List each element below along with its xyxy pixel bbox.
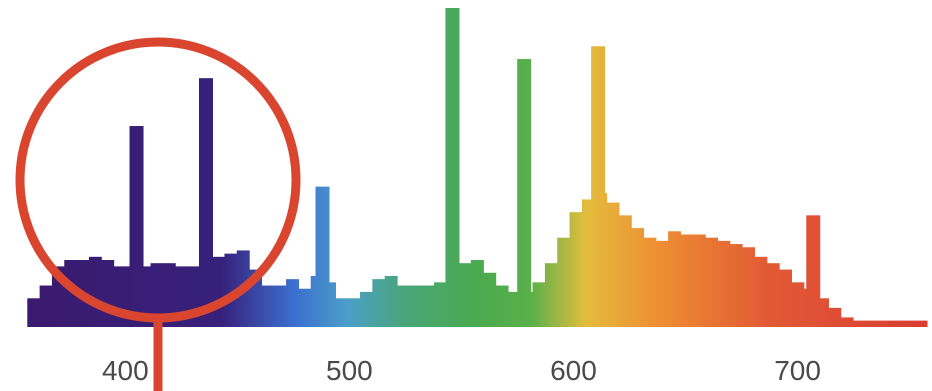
spectrum-bar bbox=[717, 240, 731, 327]
spectrum-bar bbox=[286, 279, 300, 327]
spectrum-bar bbox=[27, 298, 41, 327]
spectrum-bar bbox=[483, 272, 497, 327]
spectrum-bar bbox=[224, 253, 238, 327]
emission-peak bbox=[129, 126, 144, 327]
emission-peak bbox=[445, 8, 460, 327]
spectrum-bar bbox=[877, 320, 891, 327]
spectrum-bar bbox=[261, 285, 275, 327]
spectrum-bar bbox=[409, 285, 423, 327]
emission-peak bbox=[198, 78, 213, 328]
spectrum-bar bbox=[397, 285, 410, 327]
spectrum-bar bbox=[458, 263, 472, 327]
highlight-callout bbox=[15, 37, 301, 391]
spectrum-bar bbox=[557, 237, 571, 327]
spectrum-bar bbox=[729, 244, 743, 327]
spectrum-bar bbox=[298, 288, 312, 327]
spectrum-bar bbox=[39, 285, 53, 327]
spectrum-bar bbox=[101, 260, 115, 327]
spectrum-bar bbox=[668, 231, 682, 327]
spectrum-bars bbox=[27, 193, 928, 327]
spectrum-bar bbox=[853, 320, 866, 327]
x-tick-label: 700 bbox=[774, 355, 821, 386]
spectrum-bar bbox=[631, 228, 645, 327]
x-tick-label: 500 bbox=[326, 355, 373, 386]
spectrum-bar bbox=[335, 298, 349, 327]
spectrum-bar bbox=[828, 307, 842, 327]
spectrum-peaks bbox=[129, 8, 821, 328]
x-tick-label: 600 bbox=[550, 355, 597, 386]
spectrum-bar bbox=[680, 234, 694, 327]
spectrum-bar bbox=[569, 212, 583, 327]
spectrum-bar bbox=[914, 320, 928, 327]
spectrum-bar bbox=[791, 282, 805, 327]
spectrum-bar bbox=[643, 237, 657, 327]
emission-peak bbox=[806, 215, 821, 327]
spectrum-bar bbox=[655, 240, 669, 327]
spectrum-bar bbox=[865, 320, 879, 327]
spectrum-bar bbox=[532, 282, 546, 327]
spectrum-bar bbox=[544, 263, 558, 327]
emission-peak bbox=[591, 46, 606, 327]
emission-peak bbox=[315, 186, 330, 327]
spectrum-bar bbox=[347, 298, 361, 327]
spectrum-bar bbox=[779, 269, 792, 327]
spectrum-bar bbox=[150, 263, 164, 327]
spectrum-bar bbox=[754, 256, 768, 327]
spectrum-bar bbox=[273, 285, 287, 327]
spectrum-bar bbox=[360, 291, 373, 327]
spectrum-bar bbox=[766, 263, 780, 327]
spectrum-bar bbox=[162, 263, 176, 327]
emission-peak bbox=[517, 59, 532, 327]
spectrum-bar bbox=[384, 275, 398, 327]
spectrum-bar bbox=[421, 285, 435, 327]
spectrum-bar bbox=[606, 202, 620, 327]
spectrum-bar bbox=[902, 320, 916, 327]
spectrum-bar bbox=[705, 237, 719, 327]
spectrum-bar bbox=[372, 279, 386, 327]
x-tick-label: 400 bbox=[102, 355, 149, 386]
spectrum-bar bbox=[88, 256, 102, 327]
spectrum-bar bbox=[742, 247, 756, 327]
spectrum-bar bbox=[433, 282, 447, 327]
spectrum-bar bbox=[470, 260, 484, 327]
spectrum-bar bbox=[212, 256, 226, 327]
spectrum-bar bbox=[840, 317, 854, 327]
spectrum-bar bbox=[495, 285, 509, 327]
spectrum-bar bbox=[618, 215, 632, 327]
spectrum-bar bbox=[889, 320, 903, 327]
spectrum-bar bbox=[692, 234, 706, 327]
spectrum-bar bbox=[64, 260, 78, 327]
x-axis-ticks: 400 500 600 700 bbox=[102, 355, 821, 386]
